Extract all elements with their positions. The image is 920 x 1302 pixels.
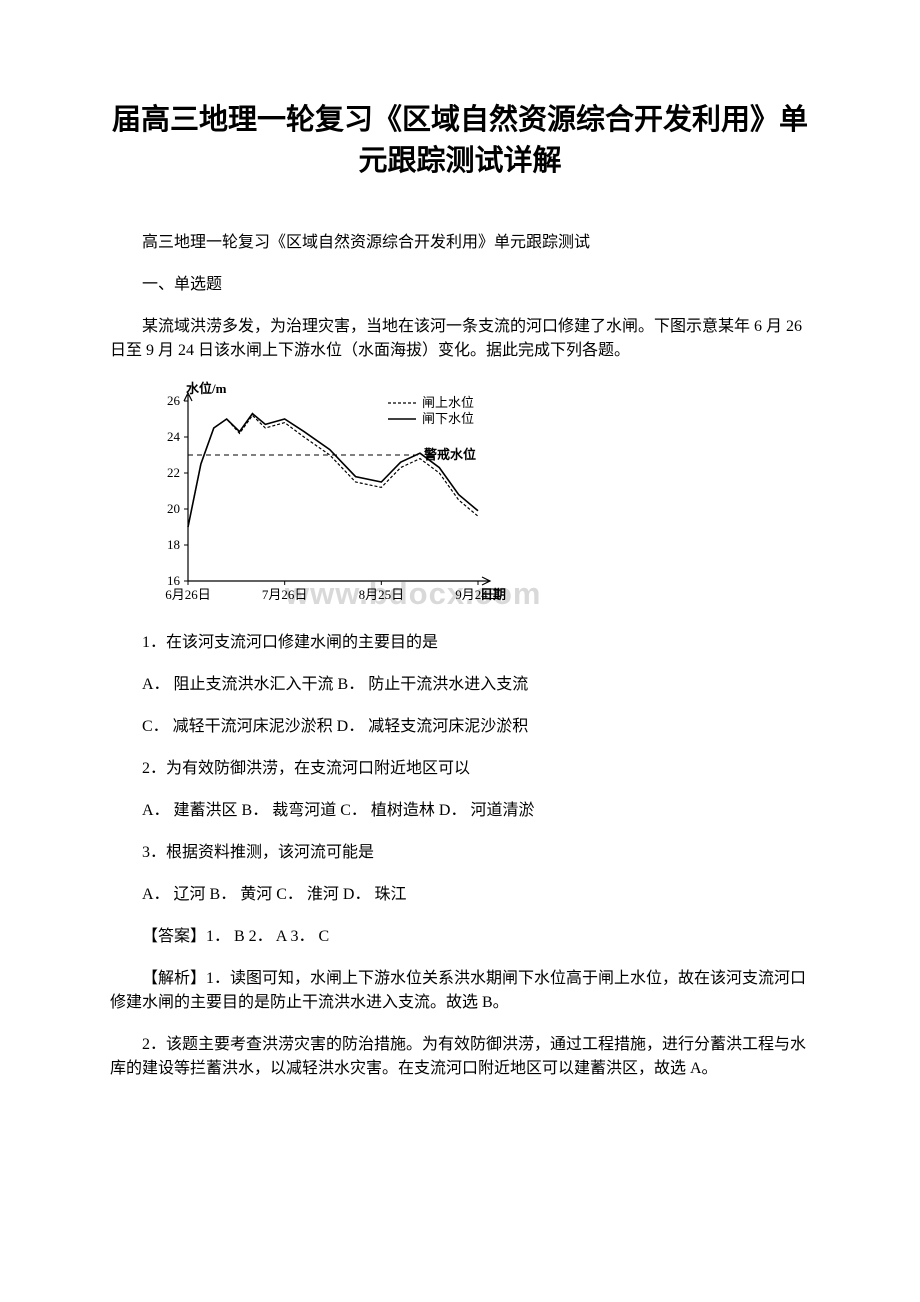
section-heading: 一、单选题 xyxy=(110,273,810,297)
chart-svg: 161820222426水位/m6月26日7月26日8月25日9月24日日期警戒… xyxy=(140,381,540,606)
question-3: 3．根据资料推测，该河流可能是 xyxy=(110,841,810,865)
question-1-options-ab: A． 阻止支流洪水汇入干流 B． 防止干流洪水进入支流 xyxy=(110,673,810,697)
explanation-2: 2．该题主要考查洪涝灾害的防治措施。为有效防御洪涝，通过工程措施，进行分蓄洪工程… xyxy=(110,1033,810,1081)
intro-text: 高三地理一轮复习《区域自然资源综合开发利用》单元跟踪测试 xyxy=(110,231,810,255)
svg-text:警戒水位: 警戒水位 xyxy=(424,447,476,462)
svg-text:26: 26 xyxy=(167,393,181,408)
passage-text: 某流域洪涝多发，为治理灾害，当地在该河一条支流的河口修建了水闸。下图示意某年 6… xyxy=(110,315,810,363)
svg-text:18: 18 xyxy=(167,537,180,552)
svg-text:22: 22 xyxy=(167,465,180,480)
svg-text:水位/m: 水位/m xyxy=(186,381,227,396)
water-level-chart: www.bdocx.com 161820222426水位/m6月26日7月26日… xyxy=(140,381,540,611)
question-2: 2．为有效防御洪涝，在支流河口附近地区可以 xyxy=(110,757,810,781)
svg-text:闸上水位: 闸上水位 xyxy=(422,395,474,410)
svg-text:7月26日: 7月26日 xyxy=(262,587,308,602)
svg-text:24: 24 xyxy=(167,429,181,444)
doc-title: 届高三地理一轮复习《区域自然资源综合开发利用》单元跟踪测试详解 xyxy=(110,100,810,181)
svg-text:16: 16 xyxy=(167,573,181,588)
question-1: 1．在该河支流河口修建水闸的主要目的是 xyxy=(110,631,810,655)
svg-text:20: 20 xyxy=(167,501,180,516)
answer-line: 【答案】1． B 2． A 3． C xyxy=(110,925,810,949)
explanation-1: 【解析】1．读图可知，水闸上下游水位关系洪水期闸下水位高于闸上水位，故在该河支流… xyxy=(110,967,810,1015)
question-3-options: A． 辽河 B． 黄河 C． 淮河 D． 珠江 xyxy=(110,883,810,907)
question-1-options-cd: C． 减轻干流河床泥沙淤积 D． 减轻支流河床泥沙淤积 xyxy=(110,715,810,739)
svg-text:日期: 日期 xyxy=(480,587,506,602)
svg-text:8月25日: 8月25日 xyxy=(359,587,405,602)
svg-text:闸下水位: 闸下水位 xyxy=(422,411,474,426)
svg-text:6月26日: 6月26日 xyxy=(165,587,211,602)
question-2-options: A． 建蓄洪区 B． 裁弯河道 C． 植树造林 D． 河道清淤 xyxy=(110,799,810,823)
